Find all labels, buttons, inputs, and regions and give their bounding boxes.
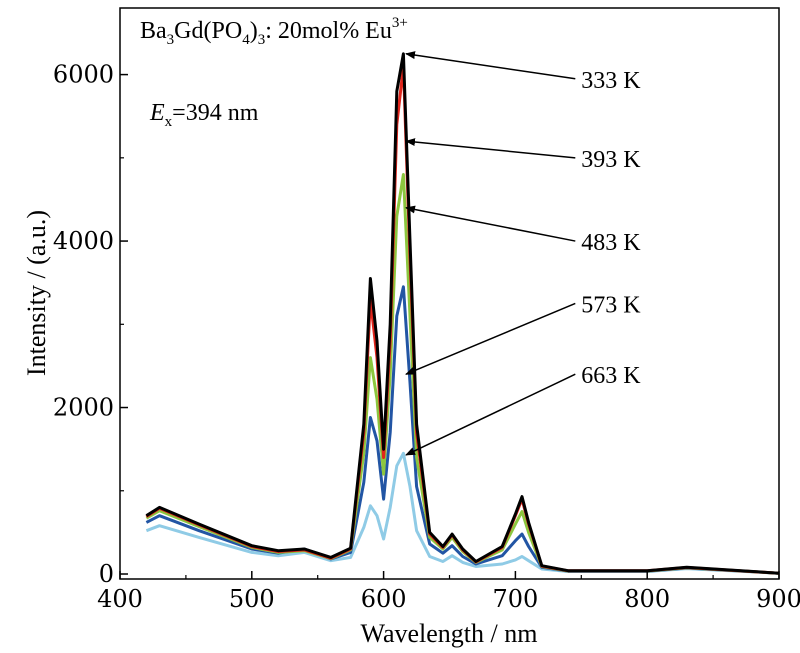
y-tick-label: 0 — [99, 560, 114, 588]
plot-frame — [119, 7, 780, 580]
annotation-label: 663 K — [581, 363, 641, 389]
series-line-573-k — [145, 285, 779, 575]
annotation-arrow — [405, 138, 576, 159]
annotation-label: 393 K — [581, 147, 641, 173]
y-axis-title: Intensity / (a.u.) — [22, 210, 51, 376]
y-tick-label: 2000 — [53, 394, 114, 422]
chart-title: Ba3Gd(PO4)3: 20mol% Eu3+ — [140, 15, 408, 48]
annotation-arrow — [405, 51, 576, 80]
series-layer — [145, 52, 779, 575]
series-line-393-k — [145, 64, 779, 575]
x-tick-label: 700 — [492, 585, 538, 613]
x-axis-ticks: 400 500 600 700 800 900 — [97, 571, 800, 613]
x-tick-label: 400 — [97, 585, 143, 613]
series-line-333-k — [145, 52, 779, 575]
x-axis-title: Wavelength / nm — [361, 619, 538, 648]
x-tick-label: 500 — [229, 585, 275, 613]
x-tick-label: 800 — [624, 585, 670, 613]
x-tick-label: 600 — [361, 585, 407, 613]
series-line-663-k — [145, 451, 779, 575]
annotation-label: 573 K — [581, 292, 641, 318]
annotation-layer: 333 K 393 K 483 K 573 K 663 K — [405, 51, 641, 456]
annotation-label: 483 K — [581, 230, 641, 256]
excitation-label: Ex=394 nm — [149, 100, 259, 130]
annotation-arrow — [405, 302, 576, 375]
y-tick-label: 4000 — [53, 227, 114, 255]
annotation-arrow — [405, 205, 576, 242]
x-tick-label: 900 — [756, 585, 800, 613]
y-tick-label: 6000 — [53, 61, 114, 89]
series-line-483-k — [145, 173, 779, 575]
annotation-label: 333 K — [581, 68, 641, 94]
y-axis-ticks: 0 2000 4000 6000 — [53, 61, 128, 588]
annotation-arrow — [405, 373, 576, 456]
